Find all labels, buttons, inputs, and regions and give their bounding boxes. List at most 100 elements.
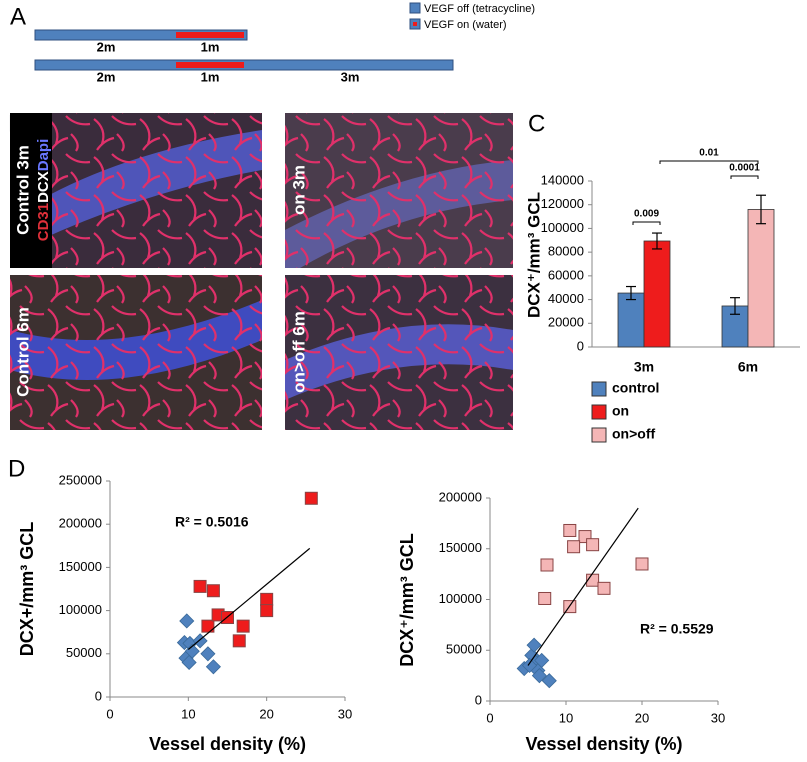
point bbox=[200, 646, 216, 662]
point bbox=[260, 592, 274, 606]
point bbox=[304, 491, 318, 505]
y-tick-label: 0 bbox=[95, 688, 102, 703]
y-tick-label: 200000 bbox=[59, 516, 102, 531]
x-axis-label: Vessel density (%) bbox=[149, 734, 306, 754]
legend-swatch bbox=[409, 2, 421, 14]
image-label: Control 6m bbox=[13, 307, 32, 397]
point bbox=[635, 557, 649, 571]
p-value: 0.01 bbox=[699, 148, 719, 159]
trend-line bbox=[187, 547, 311, 650]
x-axis-label: Vessel density (%) bbox=[525, 734, 682, 754]
y-axis-label: DCX+/mm³ GCL bbox=[17, 522, 37, 657]
timeline-bar bbox=[34, 29, 248, 41]
y-axis-label: DCX⁺/mm³ GCL bbox=[524, 192, 543, 318]
point bbox=[538, 591, 552, 605]
y-tick-label: 150000 bbox=[439, 540, 482, 555]
image-label: on>off 6m bbox=[289, 311, 308, 393]
point bbox=[534, 652, 550, 668]
image-label: Control 3m bbox=[13, 145, 32, 235]
legend-label: on>off bbox=[612, 426, 655, 442]
timeline-label: 2m bbox=[97, 39, 116, 54]
timeline-label: 1m bbox=[201, 69, 220, 84]
x-tick-label: 0 bbox=[106, 706, 113, 721]
vessels bbox=[285, 113, 513, 268]
x-tick-label: 3m bbox=[634, 359, 654, 375]
x-tick-label: 20 bbox=[635, 710, 649, 725]
point bbox=[541, 673, 557, 689]
p-value: 0.009 bbox=[634, 209, 659, 220]
point bbox=[206, 584, 220, 598]
y-tick-label: 20000 bbox=[548, 315, 584, 330]
y-tick-label: 120000 bbox=[541, 196, 584, 211]
point bbox=[586, 538, 600, 552]
legend-label: VEGF on (water) bbox=[424, 19, 507, 31]
vessels bbox=[10, 275, 262, 430]
y-tick-label: 200000 bbox=[439, 489, 482, 504]
x-tick-label: 20 bbox=[259, 706, 273, 721]
micrographs: Control 3m CD31DCXDapi on 3m Control 6m … bbox=[10, 113, 513, 430]
x-tick-label: 30 bbox=[711, 710, 725, 725]
y-tick-label: 150000 bbox=[59, 559, 102, 574]
legend-swatch bbox=[413, 22, 417, 26]
point bbox=[521, 657, 538, 674]
y-tick-label: 60000 bbox=[548, 267, 584, 282]
y-tick-label: 80000 bbox=[548, 244, 584, 259]
timeline-label: 3m bbox=[341, 69, 360, 84]
point bbox=[205, 659, 221, 675]
point bbox=[563, 523, 577, 537]
timeline-on bbox=[176, 62, 244, 68]
point bbox=[526, 637, 542, 653]
point bbox=[597, 581, 611, 595]
timeline-label: 1m bbox=[201, 39, 220, 54]
point bbox=[540, 558, 554, 572]
point bbox=[179, 613, 195, 629]
vessels bbox=[285, 275, 513, 430]
stain-label: DCX bbox=[35, 171, 52, 203]
y-axis-label: DCX⁺/mm³ GCL bbox=[397, 533, 417, 667]
x-tick-label: 0 bbox=[486, 710, 493, 725]
panel-letter: A bbox=[10, 3, 26, 30]
point bbox=[236, 619, 250, 633]
r-squared: R² = 0.5529 bbox=[640, 621, 714, 637]
significance-bracket bbox=[632, 221, 661, 225]
bar bbox=[617, 292, 645, 348]
y-tick-label: 100000 bbox=[439, 591, 482, 606]
stain-label: Dapi bbox=[35, 139, 52, 172]
image-label: on 3m bbox=[289, 165, 308, 215]
significance-bracket bbox=[730, 175, 759, 179]
stain-label: CD31 bbox=[35, 203, 52, 241]
y-tick-label: 40000 bbox=[548, 291, 584, 306]
trend-line bbox=[527, 507, 639, 666]
panel-letter: C bbox=[528, 110, 545, 137]
timeline-on bbox=[176, 32, 244, 38]
point bbox=[232, 634, 246, 648]
point bbox=[193, 579, 207, 593]
y-tick-label: 140000 bbox=[541, 172, 584, 187]
legend-swatch bbox=[591, 404, 607, 420]
y-tick-label: 50000 bbox=[446, 642, 482, 657]
point bbox=[531, 668, 547, 684]
bar bbox=[747, 209, 775, 348]
legend-label: on bbox=[612, 403, 629, 419]
x-tick-label: 10 bbox=[181, 706, 195, 721]
y-tick-label: 100000 bbox=[59, 602, 102, 617]
point bbox=[181, 654, 197, 671]
point bbox=[184, 643, 200, 659]
timeline-label: 2m bbox=[97, 69, 116, 84]
y-tick-label: 50000 bbox=[66, 645, 102, 660]
timeline: 2m 1m 2m 1m 3m VEGF off (tetracycline) V… bbox=[34, 2, 535, 84]
y-tick-label: 250000 bbox=[59, 472, 102, 487]
legend-label: VEGF off (tetracycline) bbox=[424, 3, 535, 15]
significance-bracket bbox=[659, 160, 759, 164]
x-tick-label: 6m bbox=[738, 359, 758, 375]
y-tick-label: 0 bbox=[475, 692, 482, 707]
r-squared: R² = 0.5016 bbox=[175, 514, 249, 530]
legend-swatch bbox=[591, 427, 607, 443]
point bbox=[260, 604, 274, 618]
stain-labels: CD31DCXDapi bbox=[35, 139, 52, 242]
point bbox=[567, 540, 581, 554]
bar bbox=[643, 240, 671, 348]
label-strip bbox=[10, 113, 52, 268]
y-tick-label: 100000 bbox=[541, 220, 584, 235]
